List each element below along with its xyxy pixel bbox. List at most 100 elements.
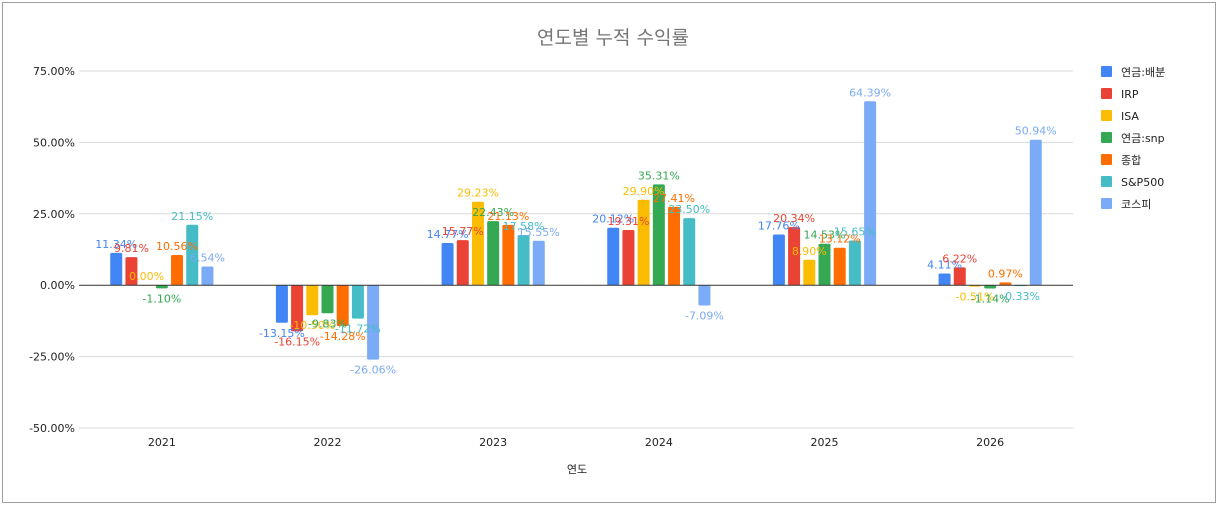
legend-label: S&P500 <box>1121 176 1164 189</box>
y-tick-label: 50.00% <box>33 136 75 149</box>
x-tick-label: 2022 <box>314 436 342 449</box>
data-labels: 11.34%9.81% 0.00% -1.10% 10.56% 21.15% 6.54% -… <box>95 86 1056 376</box>
y-tick-label: 0.00% <box>40 279 75 292</box>
bar <box>125 257 138 286</box>
data-label: 64.39% <box>849 86 891 99</box>
data-label: 17.76% <box>758 219 800 232</box>
bar <box>441 243 454 286</box>
bar <box>532 240 545 286</box>
bar <box>652 184 665 286</box>
legend-swatch <box>1101 110 1112 121</box>
bar <box>321 285 334 314</box>
data-label: -16.15% <box>274 335 320 348</box>
x-tick-label: 2021 <box>148 436 176 449</box>
data-label: -14.28% <box>320 330 366 343</box>
bar <box>155 285 168 289</box>
bar <box>668 206 681 286</box>
bar <box>864 101 877 286</box>
legend-swatch <box>1101 66 1112 77</box>
bar <box>984 285 997 289</box>
legend-label: 연금:snp <box>1121 132 1165 145</box>
bar <box>803 259 816 286</box>
x-axis-title: 연도 <box>567 463 587 476</box>
x-axis-ticks: 2021 2022 2023 2024 2025 2026 <box>148 436 1004 449</box>
legend-swatch <box>1101 88 1112 99</box>
data-label: -0.51% <box>956 291 995 304</box>
y-tick-label: 75.00% <box>33 65 75 78</box>
bar <box>637 199 650 286</box>
data-label: 27.41% <box>653 192 695 205</box>
data-label: -0.33% <box>1001 290 1040 303</box>
bar <box>275 285 288 323</box>
bar <box>1029 139 1042 286</box>
bar <box>607 227 620 286</box>
bar <box>698 285 711 306</box>
data-label: 20.34% <box>773 212 815 225</box>
data-label: 11.34% <box>95 238 137 251</box>
bar <box>622 230 635 286</box>
data-label: -1.10% <box>142 292 181 305</box>
y-axis-ticks: 75.00% 50.00% 25.00% 0.00% -25.00% -50.00% <box>29 65 75 435</box>
data-label: -11.72% <box>335 323 381 336</box>
data-label: 8.90% <box>792 245 827 258</box>
data-label: 29.90% <box>623 185 665 198</box>
data-label: -13.15% <box>259 327 305 340</box>
data-label: 15.65% <box>834 226 876 239</box>
bar <box>367 285 380 360</box>
data-label: 0.97% <box>988 267 1023 280</box>
x-tick-label: 2024 <box>645 436 673 449</box>
data-label: 4.11% <box>927 258 962 271</box>
y-tick-label: 25.00% <box>33 208 75 221</box>
data-label: 21.15% <box>171 210 213 223</box>
bar <box>471 201 484 286</box>
bar <box>171 255 184 286</box>
legend-label: 코스피 <box>1121 198 1151 211</box>
bar <box>938 273 951 286</box>
legend-swatch <box>1101 176 1112 187</box>
data-label: 15.55% <box>518 226 560 239</box>
legend-swatch <box>1101 198 1112 209</box>
bar <box>788 227 801 286</box>
bar <box>772 234 785 286</box>
data-label: 6.54% <box>190 252 225 265</box>
bar <box>351 285 364 319</box>
data-label: 9.81% <box>114 242 149 255</box>
data-label: 0.00% <box>129 270 164 283</box>
legend-label: IRP <box>1121 88 1139 101</box>
legend-swatch <box>1101 154 1112 165</box>
bar <box>953 267 966 286</box>
data-label: -10.50% <box>289 319 335 332</box>
data-label: 21.13% <box>487 210 529 223</box>
bar <box>999 282 1012 286</box>
bar <box>502 224 515 286</box>
legend-swatch <box>1101 132 1112 143</box>
data-label: 23.50% <box>668 203 710 216</box>
data-label: 6.22% <box>942 252 977 265</box>
data-label: -26.06% <box>350 364 396 377</box>
y-tick-label: -50.00% <box>29 422 75 435</box>
data-label: 14.53% <box>804 229 846 242</box>
data-label: -1.14% <box>971 292 1010 305</box>
bar <box>291 285 304 332</box>
legend-label: 종합 <box>1121 154 1141 167</box>
bar <box>848 240 861 286</box>
chart-svg: 연도별 누적 수익률 75.00% 50.00% 25.00% 0.00% -25.00… <box>29 27 1165 476</box>
y-tick-label: -25.00% <box>29 351 75 364</box>
bar <box>201 266 214 286</box>
bar <box>306 285 319 316</box>
bar <box>683 218 696 286</box>
bar <box>517 234 530 286</box>
bar <box>487 221 500 286</box>
data-label: 14.77% <box>427 228 469 241</box>
chart-title: 연도별 누적 수익률 <box>537 27 689 49</box>
data-label: 19.31% <box>607 215 649 228</box>
bar <box>186 224 199 286</box>
bar <box>456 240 469 286</box>
bar <box>110 252 123 286</box>
bar <box>833 247 846 286</box>
bar <box>818 243 831 286</box>
data-label: -9.83% <box>308 317 347 330</box>
data-label: 15.77% <box>442 225 484 238</box>
legend-label: ISA <box>1121 110 1139 123</box>
